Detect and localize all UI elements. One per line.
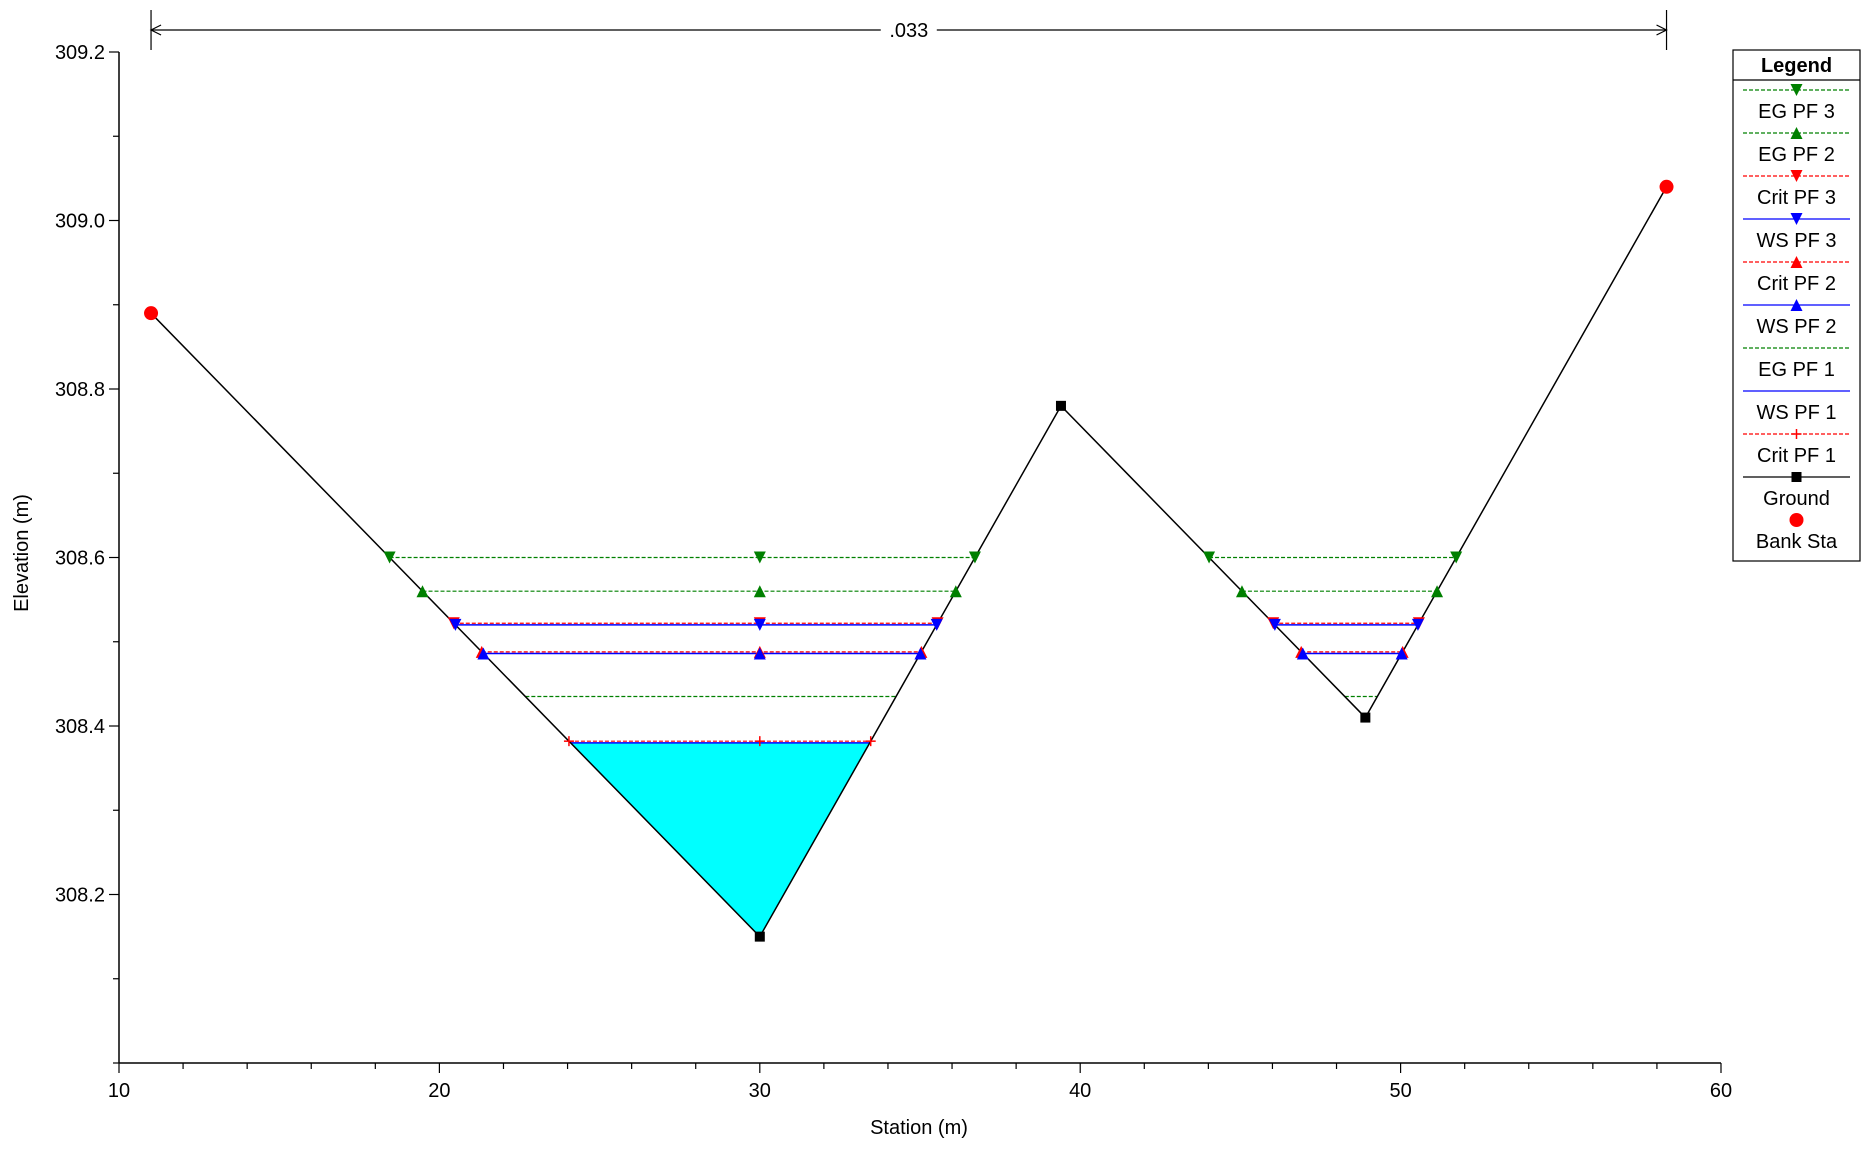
water-surface-layer (389, 556, 1457, 744)
legend-marker-ws-pf-2 (1790, 299, 1803, 311)
legend-label-ground: Ground (1763, 488, 1830, 510)
legend-marker-ws-pf-3 (1790, 213, 1803, 225)
x-axis-title: Station (m) (870, 1117, 968, 1139)
eg-pf-3-marker (1203, 551, 1216, 564)
x-tick-label: 30 (749, 1080, 771, 1102)
eg-pf-2-marker (753, 585, 766, 598)
y-tick-label: 309.0 (55, 211, 105, 233)
ws-pf-2-marker (914, 647, 927, 660)
eg-pf-2-marker (416, 585, 429, 598)
manning-arrow-head (149, 24, 162, 36)
legend-marker-crit-pf-3 (1790, 170, 1803, 182)
y-tick-label: 308.2 (55, 885, 105, 907)
y-axis-title: Elevation (m) (11, 494, 33, 612)
manning-layer: .033 (149, 10, 1668, 50)
legend-label-ws-pf-3: WS PF 3 (1756, 230, 1836, 252)
y-tick-label: 309.2 (55, 42, 105, 64)
crit-pf-1-marker (865, 736, 876, 747)
x-tick-label: 50 (1389, 1080, 1411, 1102)
bank-station-point (1659, 179, 1674, 194)
ground-point (1055, 400, 1066, 411)
ground-point (1360, 712, 1371, 723)
ws-pf-3-marker (753, 618, 766, 631)
ws-pf-2-marker (753, 647, 766, 660)
y-tick-label: 308.6 (55, 548, 105, 570)
legend-label-eg-pf-1: EG PF 1 (1758, 359, 1835, 381)
x-tick-label: 60 (1710, 1080, 1732, 1102)
legend-marker-eg-pf-2 (1790, 127, 1803, 139)
legend-marker-crit-pf-2 (1790, 256, 1803, 268)
bank-station-point (144, 306, 159, 321)
ground-line (150, 186, 1668, 938)
water-fill-layer (570, 742, 870, 937)
legend-label-eg-pf-3: EG PF 3 (1758, 101, 1835, 123)
legend-title: Legend (1761, 55, 1832, 77)
ws-pf-3-marker (1268, 618, 1281, 631)
legend-marker-crit-pf-1 (1791, 429, 1802, 439)
ground-point (754, 931, 765, 942)
crit-pf-1-marker (563, 736, 574, 747)
legend-label-eg-pf-2: EG PF 2 (1758, 144, 1835, 166)
eg-pf-3-marker (968, 551, 981, 564)
legend-marker-ground (1791, 472, 1802, 482)
ws-pf-3-marker (1411, 618, 1424, 631)
axes-layer: 10 20 30 40 50 60 308.2 308.4 308.6 308.8 309.0 309… (55, 42, 1732, 1102)
x-tick-label: 20 (428, 1080, 450, 1102)
ws-pf-3-marker (930, 618, 943, 631)
ground-layer (150, 186, 1668, 938)
legend-label-crit-pf-3: Crit PF 3 (1757, 187, 1836, 209)
legend: Legend EG PF 3 EG PF 2 Crit PF 3 WS PF 3 Crit… (1732, 49, 1861, 562)
ws-pf-2-marker (477, 647, 490, 660)
crit-pf-1-marker (754, 736, 765, 747)
eg-pf-2-marker (1235, 585, 1248, 598)
eg-pf-2-marker (949, 585, 962, 598)
marker-layer (144, 179, 1674, 942)
manning-n-label: .033 (889, 20, 928, 42)
eg-pf-2-marker (1431, 585, 1444, 598)
water-fill-area (570, 742, 870, 937)
x-tick-label: 10 (108, 1080, 130, 1102)
ws-pf-2-marker (1296, 647, 1309, 660)
legend-marker-bank-sta (1789, 513, 1804, 527)
eg-pf-3-marker (383, 551, 396, 564)
legend-label-crit-pf-1: Crit PF 1 (1757, 445, 1836, 467)
x-tick-label: 40 (1069, 1080, 1091, 1102)
ws-pf-3-marker (449, 618, 462, 631)
legend-marker-eg-pf-3 (1790, 84, 1803, 96)
y-tick-label: 308.4 (55, 716, 105, 738)
legend-label-bank-sta: Bank Sta (1756, 531, 1838, 553)
legend-label-ws-pf-1: WS PF 1 (1756, 402, 1836, 424)
eg-pf-3-marker (753, 551, 766, 564)
y-tick-label: 308.8 (55, 379, 105, 401)
legend-label-crit-pf-2: Crit PF 2 (1757, 273, 1836, 295)
manning-arrow-head (1656, 24, 1668, 36)
ws-pf-2-marker (1395, 647, 1408, 660)
eg-pf-3-marker (1450, 551, 1463, 564)
legend-label-ws-pf-2: WS PF 2 (1756, 316, 1836, 338)
